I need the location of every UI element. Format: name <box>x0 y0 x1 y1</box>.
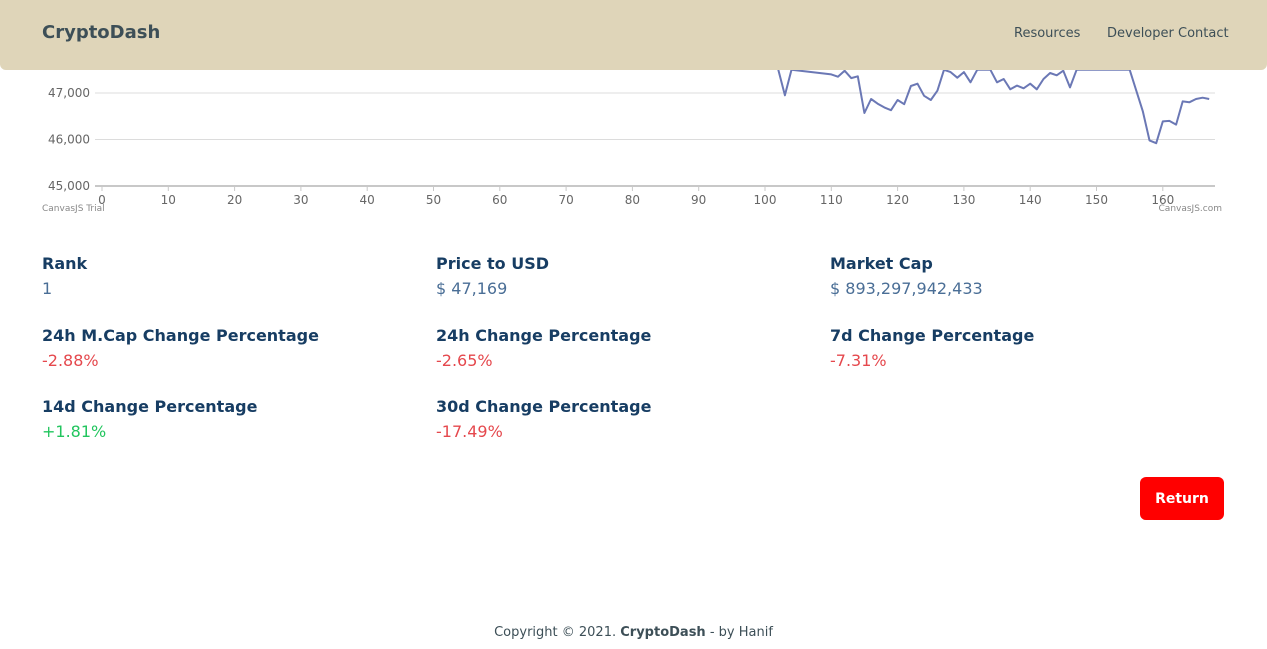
stat-value: -2.65% <box>436 351 493 370</box>
y-tick-label: 47,000 <box>48 86 90 100</box>
x-tick-label: 70 <box>558 193 573 207</box>
stat-price-usd: Price to USD $ 47,169 <box>436 254 549 298</box>
stat-value: 1 <box>42 279 53 298</box>
footer-copyright: Copyright © 2021. <box>494 625 621 640</box>
x-tick-label: 60 <box>492 193 507 207</box>
stat-label: Price to USD <box>436 254 550 273</box>
stat-label: 14d Change Percentage <box>42 397 258 416</box>
brand-logo[interactable]: CryptoDash <box>42 22 161 43</box>
stat-30d-change: 30d Change Percentage -17.49% <box>436 397 651 441</box>
x-tick-label: 90 <box>691 193 706 207</box>
return-button[interactable]: Return <box>1140 477 1224 520</box>
price-series-line <box>777 68 1210 145</box>
footer-author: - by Hanif <box>705 625 773 640</box>
stat-label: 30d Change Percentage <box>436 397 652 416</box>
x-tick-label: 40 <box>360 193 375 207</box>
nav-link-resources[interactable]: Resources <box>1014 26 1081 41</box>
x-tick-label: 50 <box>426 193 441 207</box>
price-chart-svg: 45,000 46,000 47,000 0 10 20 30 40 50 60 70 80 90 100… <box>42 68 1222 214</box>
stat-label: 24h M.Cap Change Percentage <box>42 326 319 345</box>
x-tick-label: 110 <box>820 193 843 207</box>
footer-brand[interactable]: CryptoDash <box>620 625 706 640</box>
footer: Copyright © 2021. CryptoDash - by Hanif <box>0 625 1267 640</box>
x-tick-label: 130 <box>952 193 975 207</box>
y-tick-label: 46,000 <box>48 133 90 147</box>
x-tick-label: 150 <box>1085 193 1108 207</box>
x-tick-label: 100 <box>754 193 777 207</box>
stat-value: $ 893,297,942,433 <box>830 279 983 298</box>
stat-label: Market Cap <box>830 254 933 273</box>
stat-14d-change: 14d Change Percentage +1.81% <box>42 397 257 441</box>
x-tick-label: 80 <box>625 193 640 207</box>
x-tick-label: 120 <box>886 193 909 207</box>
nav-link-developer-contact[interactable]: Developer Contact <box>1107 26 1229 41</box>
stat-value: +1.81% <box>42 422 107 441</box>
x-tick-label: 20 <box>227 193 242 207</box>
stat-24h-change: 24h Change Percentage -2.65% <box>436 326 651 370</box>
x-tick-label: 10 <box>161 193 176 207</box>
chart-watermark-right: CanvasJS.com <box>1159 204 1222 214</box>
chart-watermark-left: CanvasJS Trial <box>42 204 105 214</box>
x-tick-label: 0 <box>98 193 106 207</box>
stat-value: $ 47,169 <box>436 279 508 298</box>
stat-7d-change: 7d Change Percentage -7.31% <box>830 326 1034 370</box>
navbar: CryptoDash Resources Developer Contact <box>0 0 1267 70</box>
stat-market-cap: Market Cap $ 893,297,942,433 <box>830 254 983 298</box>
stat-value: -17.49% <box>436 422 503 441</box>
y-tick-label: 45,000 <box>48 179 90 193</box>
stat-value: -2.88% <box>42 351 99 370</box>
stat-value: -7.31% <box>830 351 887 370</box>
stat-label: 24h Change Percentage <box>436 326 652 345</box>
price-chart: 45,000 46,000 47,000 0 10 20 30 40 50 60 70 80 90 100… <box>0 0 1267 220</box>
stat-rank: Rank 1 <box>42 254 87 298</box>
x-tick-label: 140 <box>1019 193 1042 207</box>
stat-24h-mcap-change: 24h M.Cap Change Percentage -2.88% <box>42 326 319 370</box>
x-tick-label: 30 <box>293 193 308 207</box>
stat-label: Rank <box>42 254 88 273</box>
stat-label: 7d Change Percentage <box>830 326 1035 345</box>
x-tick-label: 160 <box>1151 193 1174 207</box>
